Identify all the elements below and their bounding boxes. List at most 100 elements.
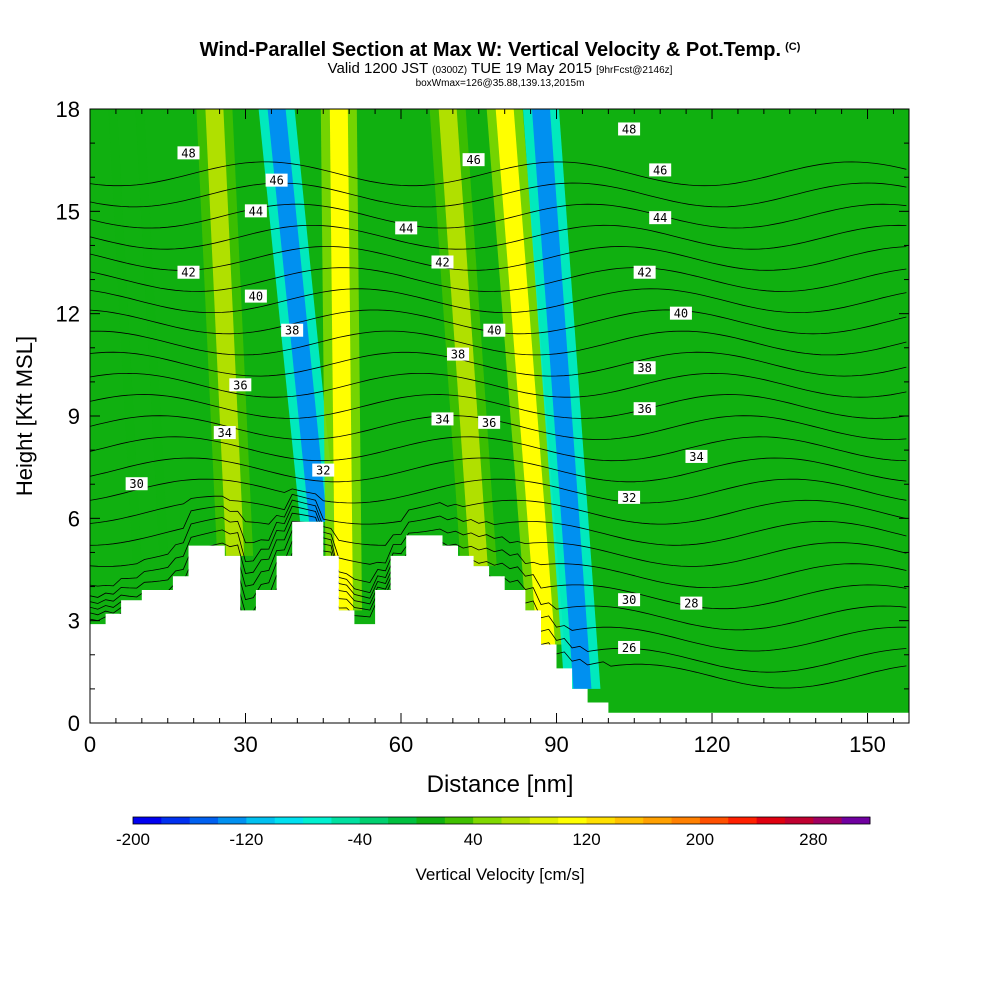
- isentrope-label: 42: [633, 265, 656, 280]
- x-tick-label: 90: [544, 732, 568, 757]
- y-tick-label: 3: [68, 609, 80, 634]
- isentrope-label-text: 42: [181, 266, 195, 280]
- isentrope-line: [90, 224, 907, 250]
- isentrope-label: 32: [618, 490, 641, 505]
- velocity-core: [267, 109, 328, 522]
- velocity-core: [117, 109, 162, 590]
- isentrope-label: 30: [125, 477, 148, 491]
- y-tick-label: 6: [68, 506, 80, 531]
- isentrope-line: [90, 493, 907, 525]
- colorbar-swatch: [416, 817, 446, 824]
- isentrope-label-box: [447, 347, 470, 361]
- isentrope-label: 36: [633, 402, 656, 416]
- colorbar-tick-label: 40: [464, 830, 483, 849]
- isentrope-label: 38: [281, 323, 304, 338]
- colorbar-swatch: [161, 817, 191, 824]
- chart-subtitle: Valid 1200 JST (0300Z) TUE 19 May 2015 […: [327, 60, 673, 77]
- colorbar-tick-label: 200: [686, 830, 714, 849]
- isentrope-label: 42: [431, 255, 454, 270]
- isentrope-label-box: [478, 415, 501, 429]
- isentrope-label-text: 42: [637, 266, 651, 280]
- isentrope-label-text: 48: [622, 122, 636, 136]
- colorbar-label: Vertical Velocity [cm/s]: [415, 865, 584, 884]
- isentrope-label-text: 42: [435, 256, 449, 270]
- colorbar-swatch: [586, 817, 616, 824]
- isentrope-label-text: 40: [674, 307, 688, 321]
- colorbar-frame: [132, 816, 871, 825]
- isentrope-label-text: 32: [622, 491, 636, 505]
- colorbar-swatch: [756, 817, 786, 824]
- isentrope-label: 40: [669, 306, 692, 321]
- isentrope-label: 44: [244, 204, 267, 218]
- isentrope-label: 34: [213, 426, 236, 440]
- x-tick-label: 120: [694, 732, 731, 757]
- y-tick-label: 0: [68, 711, 80, 736]
- velocity-core: [531, 109, 592, 689]
- colorbar-swatch: [218, 817, 247, 824]
- colorbar-swatch: [671, 817, 701, 824]
- isentrope-label-text: 30: [622, 593, 636, 607]
- colorbar-tick-label: 280: [799, 830, 827, 849]
- x-axis-label: Distance [nm]: [427, 771, 574, 798]
- isentrope-label-box: [680, 596, 703, 610]
- isentrope-label-box: [312, 463, 335, 477]
- isentrope-lines: [90, 161, 907, 689]
- colorbar-swatch: [614, 817, 644, 824]
- isentrope-line: [90, 330, 907, 356]
- isentrope-label-text: 46: [466, 153, 480, 167]
- isentrope-label-text: 34: [689, 450, 703, 464]
- isentrope-label-text: 44: [399, 221, 413, 235]
- isentrope-line: [90, 246, 907, 271]
- colorbar-tick-label: -120: [229, 830, 263, 849]
- isentrope-label-box: [669, 306, 692, 320]
- colorbar-swatch: [388, 817, 417, 824]
- colorbar-tick-label: 120: [572, 830, 600, 849]
- isentrope-label-box: [649, 163, 672, 177]
- isentrope-line: [90, 267, 907, 292]
- colorbar-swatch: [699, 817, 729, 824]
- isentrope-label-text: 34: [218, 426, 232, 440]
- isentrope-label-box: [462, 153, 485, 167]
- isentrope-label: 28: [680, 596, 703, 611]
- colorbar-swatch: [558, 817, 588, 824]
- colorbar-tick-label: -200: [116, 830, 150, 849]
- velocity-core: [438, 109, 488, 567]
- isentrope-label: 36: [229, 378, 252, 392]
- isentrope-label-box: [633, 402, 656, 416]
- isentrope-label-box: [177, 146, 200, 160]
- isentrope-label-box: [633, 265, 656, 279]
- isentrope-label: 44: [649, 211, 672, 225]
- colorbar-swatch: [133, 817, 162, 824]
- y-tick-label: 12: [56, 302, 80, 327]
- isentrope-label: 32: [312, 463, 335, 478]
- isentrope-line: [90, 520, 907, 610]
- y-tick-label: 9: [68, 404, 80, 429]
- isentrope-label: 34: [431, 412, 454, 426]
- terrain-layer: 26 28 30 30 32 32 34 34 34 36 36 36 38 38 38 40 40 40 42 42…: [90, 122, 909, 723]
- colorbar-swatch: [359, 817, 389, 824]
- isentrope-label-box: [244, 204, 267, 218]
- colorbar-swatch: [473, 817, 502, 824]
- isentrope-label-text: 38: [451, 348, 465, 362]
- y-tick-label: 18: [56, 97, 80, 122]
- isentrope-label-text: 34: [435, 412, 449, 426]
- isentrope-label-box: [431, 412, 454, 426]
- isentrope-label-text: 32: [316, 464, 330, 478]
- title-mark: (C): [785, 41, 801, 53]
- colorbar-swatch: [643, 817, 673, 824]
- colorbar-swatch: [841, 817, 871, 824]
- colorbar-tick-label: -40: [347, 830, 372, 849]
- x-tick-label: 30: [233, 732, 257, 757]
- isentrope-label-box: [281, 323, 304, 337]
- isentrope-label: 46: [265, 173, 288, 188]
- isentrope-label-text: 48: [181, 146, 195, 160]
- isentrope-label-text: 40: [487, 324, 501, 338]
- isentrope-label-box: [395, 221, 418, 235]
- isentrope-line: [90, 457, 907, 483]
- colorbar-swatch: [303, 817, 332, 824]
- isentrope-line: [90, 505, 907, 567]
- isentrope-label-text: 38: [285, 324, 299, 338]
- isentrope-line: [90, 478, 907, 504]
